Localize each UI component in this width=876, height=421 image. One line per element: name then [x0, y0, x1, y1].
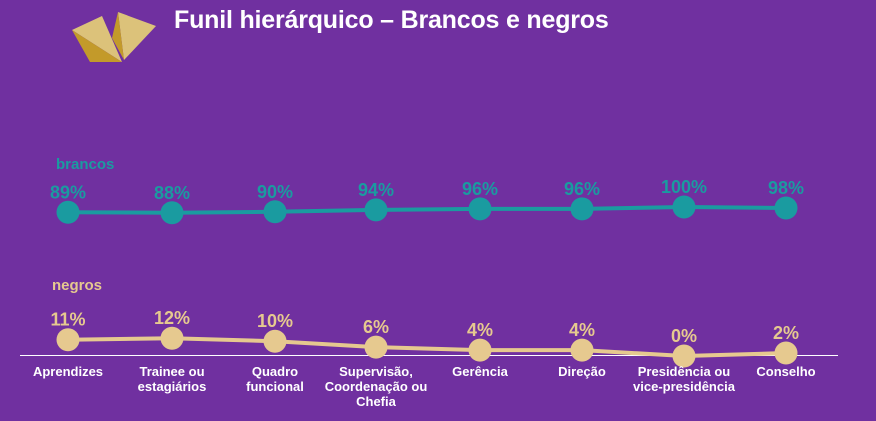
data-point-negros: [672, 344, 696, 368]
data-label-brancos: 100%: [661, 177, 707, 197]
category-label: Conselho: [756, 364, 815, 379]
data-point-brancos: [56, 200, 80, 224]
data-label-brancos: 90%: [257, 182, 293, 202]
data-label-negros: 2%: [773, 323, 799, 343]
data-label-negros: 6%: [363, 317, 389, 337]
data-label-brancos: 94%: [358, 180, 394, 200]
data-label-negros: 0%: [671, 326, 697, 346]
category-label: Supervisão, Coordenação ou Chefia: [325, 364, 428, 409]
data-label-brancos: 96%: [462, 179, 498, 199]
data-label-brancos: 88%: [154, 183, 190, 203]
category-label: Trainee ou estagiários: [138, 364, 207, 394]
data-label-brancos: 96%: [564, 179, 600, 199]
data-point-brancos: [364, 198, 388, 222]
data-label-negros: 10%: [257, 311, 293, 331]
data-label-negros: 4%: [467, 320, 493, 340]
data-point-brancos: [468, 197, 492, 221]
data-point-negros: [570, 338, 594, 362]
data-point-negros: [160, 326, 184, 350]
data-point-negros: [263, 329, 287, 353]
logo-icon: [72, 12, 156, 62]
series-line-brancos: [67, 205, 787, 215]
category-label: Aprendizes: [33, 364, 103, 379]
category-label: Gerência: [452, 364, 508, 379]
data-label-negros: 11%: [50, 310, 85, 330]
data-point-negros: [774, 341, 798, 365]
category-label: Quadro funcional: [246, 364, 304, 394]
series-label-negros: negros: [52, 277, 102, 294]
data-point-brancos: [774, 196, 798, 220]
category-label: Direção: [558, 364, 606, 379]
series-label-brancos: brancos: [56, 156, 114, 173]
data-point-brancos: [570, 197, 594, 221]
data-point-brancos: [672, 195, 696, 219]
data-point-negros: [56, 328, 80, 352]
category-label: Presidência ou vice-presidência: [633, 364, 736, 394]
data-point-negros: [468, 338, 492, 362]
series-line-negros: [67, 336, 787, 358]
data-point-negros: [364, 335, 388, 359]
data-label-negros: 12%: [154, 308, 190, 328]
data-point-brancos: [160, 201, 184, 225]
data-label-brancos: 89%: [50, 182, 86, 202]
data-label-negros: 4%: [569, 320, 595, 340]
data-point-brancos: [263, 200, 287, 224]
page-title: Funil hierárquico – Brancos e negros: [174, 6, 609, 34]
data-label-brancos: 98%: [768, 178, 804, 198]
